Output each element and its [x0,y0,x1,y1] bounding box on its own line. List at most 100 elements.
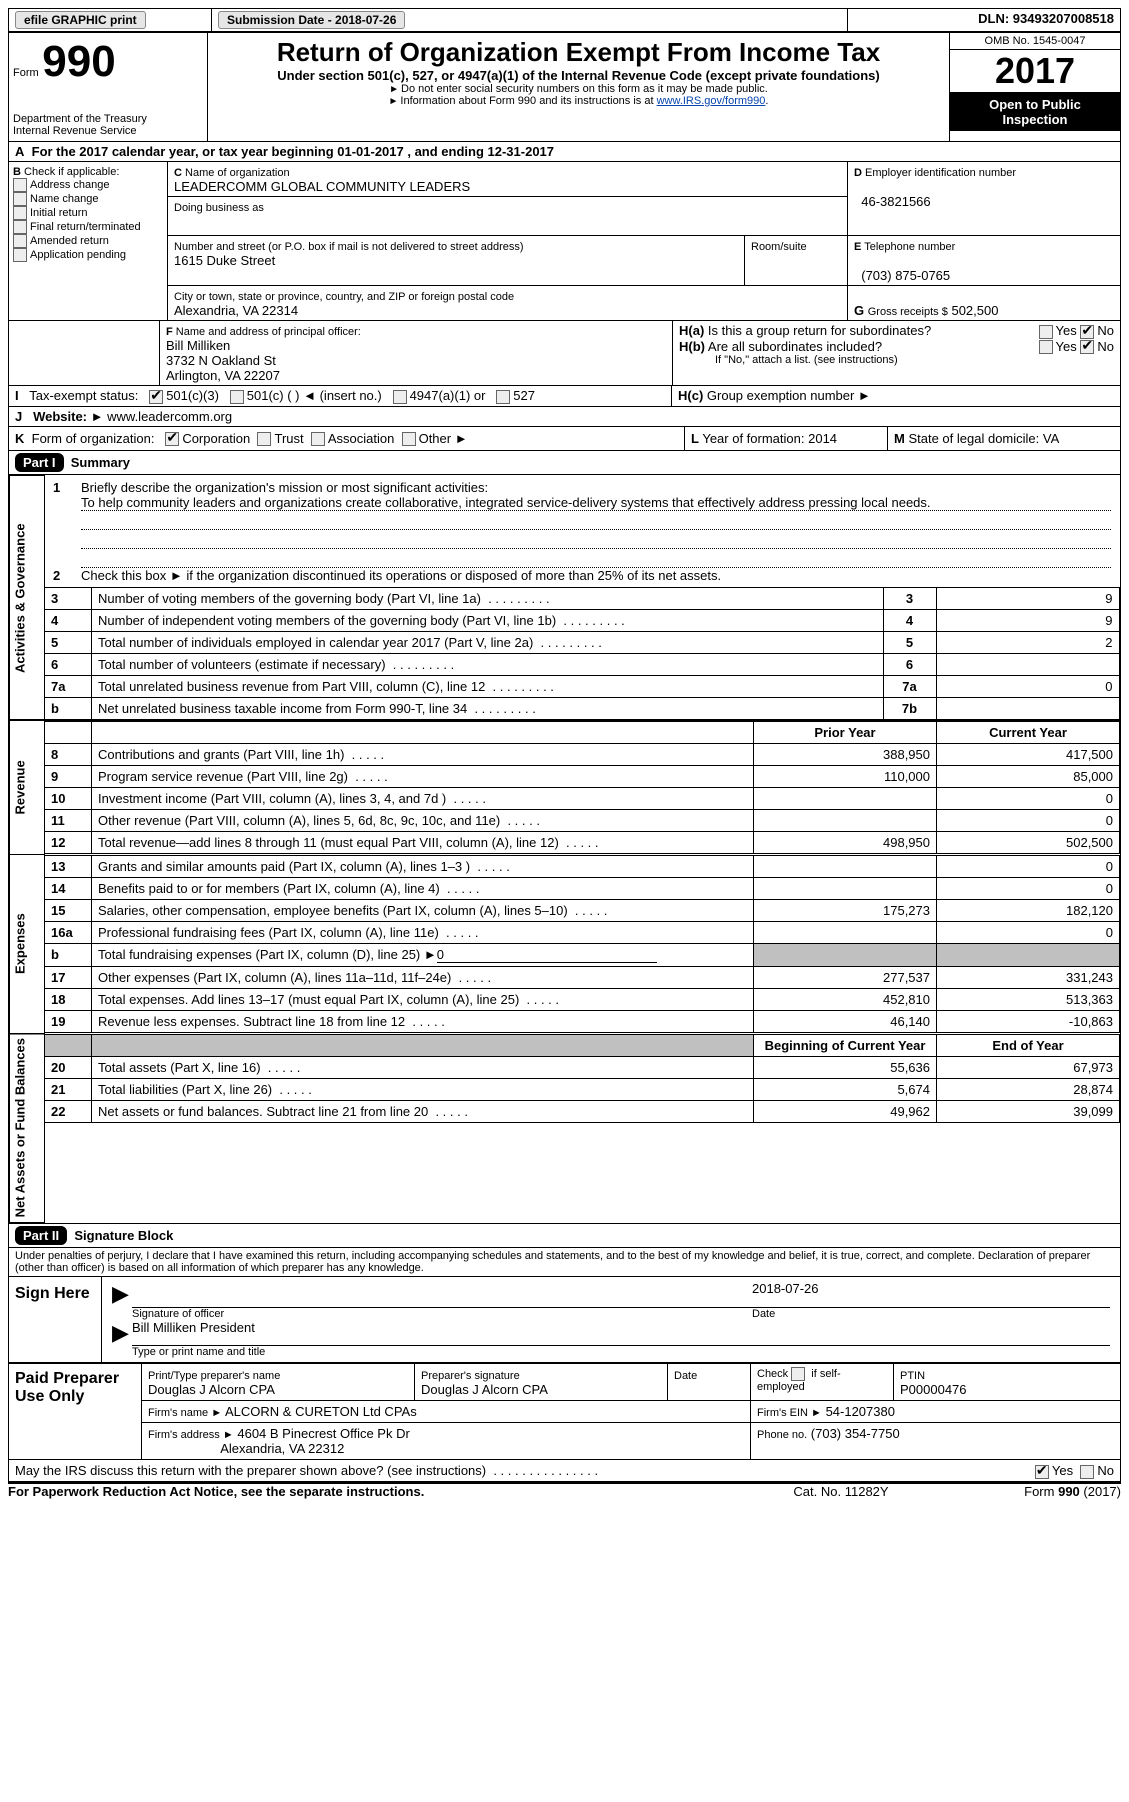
b-checkbox[interactable] [13,206,27,220]
label-b: B [13,166,21,178]
firm-addr2: Alexandria, VA 22312 [220,1441,344,1456]
efile-label: efile GRAPHIC print [15,11,146,29]
prep-sig-label: Preparer's signature [421,1370,520,1382]
b-option: Final return/terminated [13,220,163,234]
m-title: State of legal domicile: [908,431,1039,446]
subtitle-2: Do not enter social security numbers on … [401,83,768,95]
label-hc: H(c) [678,388,703,403]
hb-yes[interactable] [1039,340,1053,354]
hc-text: Group exemption number ► [707,388,871,403]
discuss-yes[interactable] [1035,1465,1049,1479]
label-e: E [854,241,861,253]
b-checkbox[interactable] [13,192,27,206]
subtitle-3-pre: Information about Form 990 and its instr… [400,95,656,107]
b-option: Application pending [13,248,163,262]
part-i-label: Part I [15,453,64,472]
sig-officer-label: Signature of officer [132,1307,752,1320]
firm-addr-label: Firm's address ► [148,1429,234,1441]
check-self: Check if self-employed [757,1368,841,1393]
year-formation: 2014 [808,431,837,446]
firm-name-label: Firm's name ► [148,1407,222,1419]
n16b: b [51,947,59,962]
d-title: Employer identification number [865,167,1016,179]
b-checkbox[interactable] [13,178,27,192]
b-checkbox[interactable] [13,248,27,262]
b-option: Name change [13,192,163,206]
sign-here: Sign Here [15,1285,90,1302]
mission: To help community leaders and organizati… [81,495,1111,511]
label-j: J [15,409,22,424]
city: Alexandria, VA 22314 [174,303,298,318]
k-assoc[interactable] [311,432,325,446]
f-h-block: F Name and address of principal officer:… [8,321,1121,386]
phone-label: Phone no. [757,1429,807,1441]
footer: For Paperwork Reduction Act Notice, see … [8,1482,1121,1499]
discuss-no[interactable] [1080,1465,1094,1479]
b-option: Amended return [13,234,163,248]
street-label: Number and street (or P.O. box if mail i… [174,241,524,253]
section-j: J Website: ► www.leadercomm.org [8,407,1121,427]
side-expenses: Expenses [10,855,45,1033]
state-domicile: VA [1043,431,1059,446]
irs-link[interactable]: www.IRS.gov/form990 [657,95,766,107]
firm-ein: 54-1207380 [826,1404,895,1419]
part-ii-title: Signature Block [74,1228,173,1243]
g-title: Gross receipts $ [868,306,948,318]
label-f: F [166,326,173,338]
hb-text: Are all subordinates included? [708,339,882,354]
i-501c[interactable] [230,390,244,404]
b-option: Address change [13,178,163,192]
prep-sig: Douglas J Alcorn CPA [421,1382,548,1397]
omb: OMB No. 1545-0047 [950,33,1120,50]
b-checkbox[interactable] [13,234,27,248]
b-option: Initial return [13,206,163,220]
side-revenue: Revenue [10,721,45,855]
i-4947[interactable] [393,390,407,404]
ptin-label: PTIN [900,1370,925,1382]
discuss-row: May the IRS discuss this return with the… [8,1460,1121,1482]
hb-no[interactable] [1080,340,1094,354]
c-name-label: Name of organization [185,167,290,179]
hb-note: If "No," attach a list. (see instruction… [679,354,1114,366]
sig-date: 2018-07-26 [752,1281,1110,1307]
form-title: Return of Organization Exempt From Incom… [216,37,941,68]
declaration: Under penalties of perjury, I declare th… [8,1248,1121,1277]
current-year-hdr: Current Year [989,725,1067,740]
q2: Check this box ► if the organization dis… [81,568,721,583]
i-527[interactable] [496,390,510,404]
dln: DLN: 93493207008518 [978,11,1114,26]
ha-yes[interactable] [1039,325,1053,339]
boy-hdr: Beginning of Current Year [765,1038,926,1053]
submission-date: Submission Date - 2018-07-26 [218,11,405,29]
j-title: Website: ► [33,409,103,424]
b-check-label: Check if applicable: [24,166,119,178]
street: 1615 Duke Street [174,253,275,268]
self-employed-cb[interactable] [791,1367,805,1381]
officer-name: Bill Milliken [166,338,230,353]
label-c: C [174,167,182,179]
open-public-2: Inspection [1002,112,1067,127]
paid-preparer: Paid Preparer Use Only [15,1370,119,1405]
k-other[interactable] [402,432,416,446]
top-bar: efile GRAPHIC print Submission Date - 20… [8,8,1121,32]
part-ii-label: Part II [15,1226,67,1245]
i-501c3[interactable] [149,390,163,404]
prep-name: Douglas J Alcorn CPA [148,1382,275,1397]
k-trust[interactable] [257,432,271,446]
t16b: Total fundraising expenses (Part IX, col… [98,947,437,962]
label-m: M [894,431,905,446]
form-header: Form 990 Department of the Treasury Inte… [8,32,1121,142]
subtitle-1: Under section 501(c), 527, or 4947(a)(1)… [216,68,941,83]
b-checkbox[interactable] [13,220,27,234]
section-a-text: For the 2017 calendar year, or tax year … [32,144,554,159]
firm-name: ALCORN & CURETON Ltd CPAs [225,1404,417,1419]
section-klm: K Form of organization: Corporation Trus… [8,427,1121,452]
f-title: Name and address of principal officer: [176,326,361,338]
ptin: P00000476 [900,1382,967,1397]
irs: Internal Revenue Service [13,125,203,137]
prior-year-hdr: Prior Year [814,725,875,740]
v16b: 0 [437,947,657,963]
k-corp[interactable] [165,432,179,446]
form-word: Form [13,67,39,79]
label-l: L [691,431,699,446]
